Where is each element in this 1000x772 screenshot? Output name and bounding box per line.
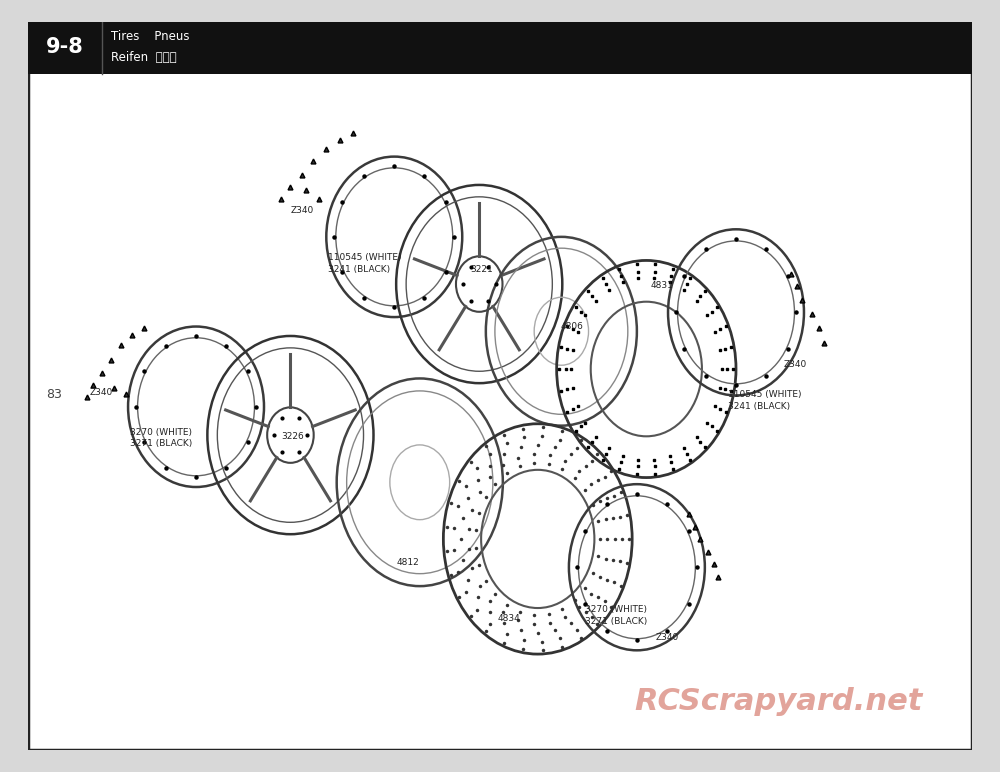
Text: Z340: Z340 [290, 205, 314, 215]
Text: 3221: 3221 [470, 265, 493, 274]
Text: 4834: 4834 [497, 615, 520, 624]
Text: 3270 (WHITE)
3271 (BLACK): 3270 (WHITE) 3271 (BLACK) [585, 605, 647, 626]
Text: Z340: Z340 [656, 633, 679, 642]
Text: 4812: 4812 [396, 558, 419, 567]
Text: 9-8: 9-8 [46, 37, 84, 57]
Text: Tires    Pneus: Tires Pneus [111, 30, 190, 43]
Text: 4831: 4831 [651, 281, 674, 290]
Text: 4806: 4806 [560, 322, 583, 331]
Text: Z340: Z340 [89, 388, 113, 397]
Text: 110545 (WHITE)
3241 (BLACK): 110545 (WHITE) 3241 (BLACK) [328, 253, 402, 274]
Text: 3226: 3226 [281, 432, 304, 442]
Text: Reifen  タイヤ: Reifen タイヤ [111, 51, 177, 64]
Text: RCScrapyard.net: RCScrapyard.net [634, 687, 923, 716]
Bar [28, 22, 972, 73]
Text: 83: 83 [46, 388, 62, 401]
Text: 110545 (WHITE)
3241 (BLACK): 110545 (WHITE) 3241 (BLACK) [728, 390, 802, 411]
Text: 3270 (WHITE)
3271 (BLACK): 3270 (WHITE) 3271 (BLACK) [130, 428, 192, 449]
Text: Z340: Z340 [783, 360, 806, 368]
